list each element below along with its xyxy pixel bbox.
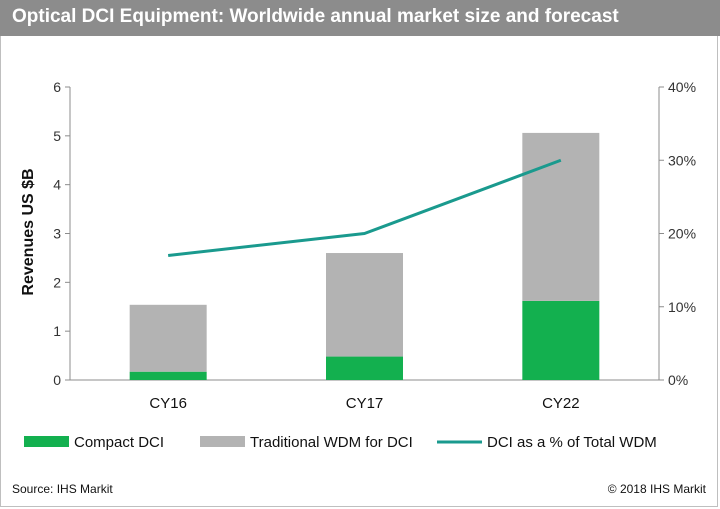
y-tick-label: 5 [53,128,61,144]
y-tick-label: 0 [53,372,61,388]
legend-swatch-traditional-wdm-for-dci [200,436,245,447]
category-label: CY22 [542,395,580,412]
bar-compact-dci-cy17 [326,356,403,380]
y2-tick-label: 20% [668,226,696,242]
y2-tick-label: 30% [668,152,696,168]
title-bar: Optical DCI Equipment: Worldwide annual … [0,0,720,36]
y-tick-label: 6 [53,79,61,95]
category-label: CY16 [149,395,187,412]
y-axis-label: Revenues US $B [20,168,37,295]
chart-frame [0,36,718,507]
dci-share-line [167,158,562,257]
bar-traditional-wdm-for-dci-cy16 [129,304,207,372]
category-label: CY17 [346,395,384,412]
y-tick-label: 4 [53,177,61,193]
y2-tick-label: 0% [668,372,688,388]
y2-tick-label: 10% [668,299,696,315]
legend-label-compact-dci: Compact DCI [74,434,164,451]
legend-swatch-compact-dci [24,436,69,447]
copyright-note: © 2018 IHS Markit [607,482,706,496]
legend-label-traditional-wdm-for-dci: Traditional WDM for DCI [250,434,413,451]
chart-title: Optical DCI Equipment: Worldwide annual … [12,6,619,27]
y2-tick-label: 40% [668,79,696,95]
y-tick-label: 3 [53,226,61,242]
legend-label-dci-as-a-of-total-wdm: DCI as a % of Total WDM [487,434,657,451]
source-note: Source: IHS Markit [12,482,113,496]
bar-compact-dci-cy16 [129,371,207,380]
y-tick-label: 2 [53,274,61,290]
bar-traditional-wdm-for-dci-cy17 [326,253,403,357]
bar-compact-dci-cy22 [522,300,600,380]
bar-traditional-wdm-for-dci-cy22 [522,132,600,301]
y-tick-label: 1 [53,323,61,339]
